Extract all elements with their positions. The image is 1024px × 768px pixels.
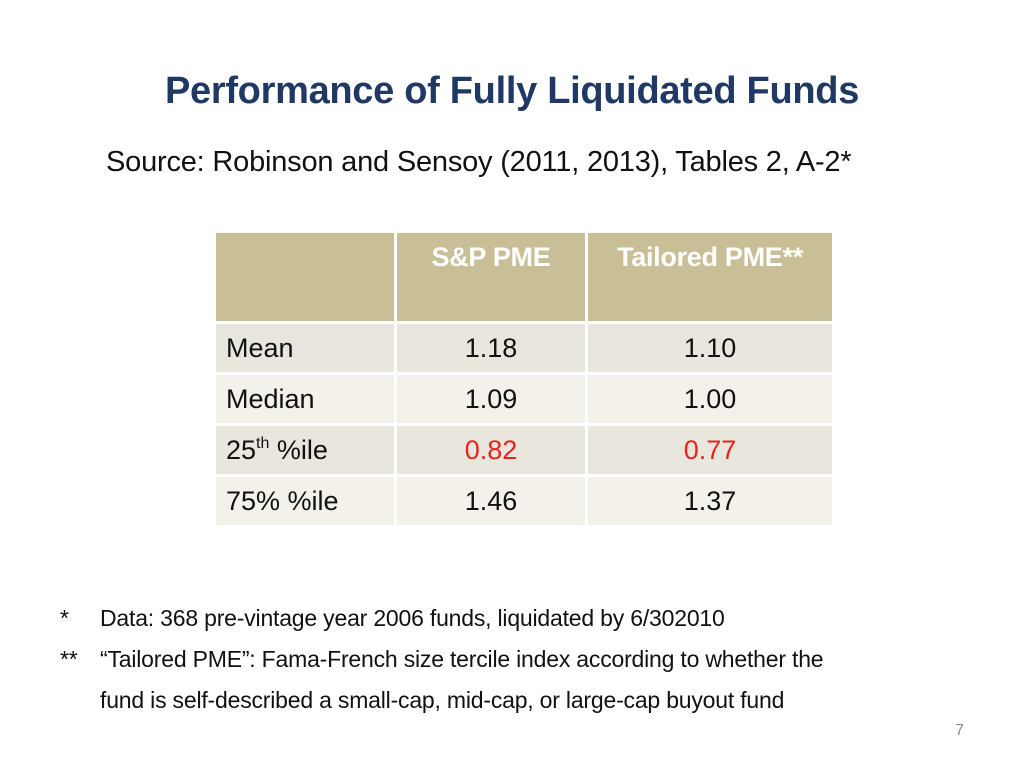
footnote-text: “Tailored PME”: Fama-French size tercile… (100, 646, 824, 672)
footnote-2: ** “Tailored PME”: Fama-French size terci… (60, 639, 824, 680)
footnote-2-continuation: fund is self-described a small-cap, mid-… (100, 687, 785, 713)
footnotes: * Data: 368 pre-vintage year 2006 funds, … (60, 598, 824, 721)
slide-title: Performance of Fully Liquidated Funds (164, 70, 860, 112)
footnote-text: Data: 368 pre-vintage year 2006 funds, l… (100, 605, 725, 631)
cell-mean-sp-pme: 1.18 (397, 324, 585, 372)
cell-mean-tailored-pme: 1.10 (588, 324, 832, 372)
header-sp-pme: S&P PME (397, 233, 585, 321)
header-empty-cell (216, 233, 394, 321)
source-subtitle: Source: Robinson and Sensoy (2011, 2013)… (106, 146, 852, 178)
label-superscript: th (256, 434, 270, 452)
row-label-median: Median (216, 375, 394, 423)
page-number: 7 (955, 722, 964, 739)
cell-25th-tailored-pme: 0.77 (588, 426, 832, 474)
table-row-75th-percentile: 75% %ile 1.46 1.37 (216, 477, 832, 525)
row-label-mean: Mean (216, 324, 394, 372)
row-label-25th-percentile: 25th %ile (216, 426, 394, 474)
cell-75th-sp-pme: 1.46 (397, 477, 585, 525)
table-row-25th-percentile: 25th %ile 0.82 0.77 (216, 426, 832, 474)
header-tailored-pme: Tailored PME** (588, 233, 832, 321)
table-row-median: Median 1.09 1.00 (216, 375, 832, 423)
label-prefix: 25 (226, 434, 257, 465)
cell-median-tailored-pme: 1.00 (588, 375, 832, 423)
label-suffix: %ile (269, 434, 328, 465)
footnote-marker: * (60, 605, 69, 631)
performance-table: S&P PME Tailored PME** Mean 1.18 1.10 Me… (213, 230, 835, 528)
cell-75th-tailored-pme: 1.37 (588, 477, 832, 525)
table-header-row: S&P PME Tailored PME** (216, 233, 832, 321)
footnote-1: * Data: 368 pre-vintage year 2006 funds, … (60, 598, 823, 639)
table-row-mean: Mean 1.18 1.10 (216, 324, 832, 372)
cell-25th-sp-pme: 0.82 (397, 426, 585, 474)
row-label-75th-percentile: 75% %ile (216, 477, 394, 525)
cell-median-sp-pme: 1.09 (397, 375, 585, 423)
footnote-marker: ** (60, 646, 78, 672)
